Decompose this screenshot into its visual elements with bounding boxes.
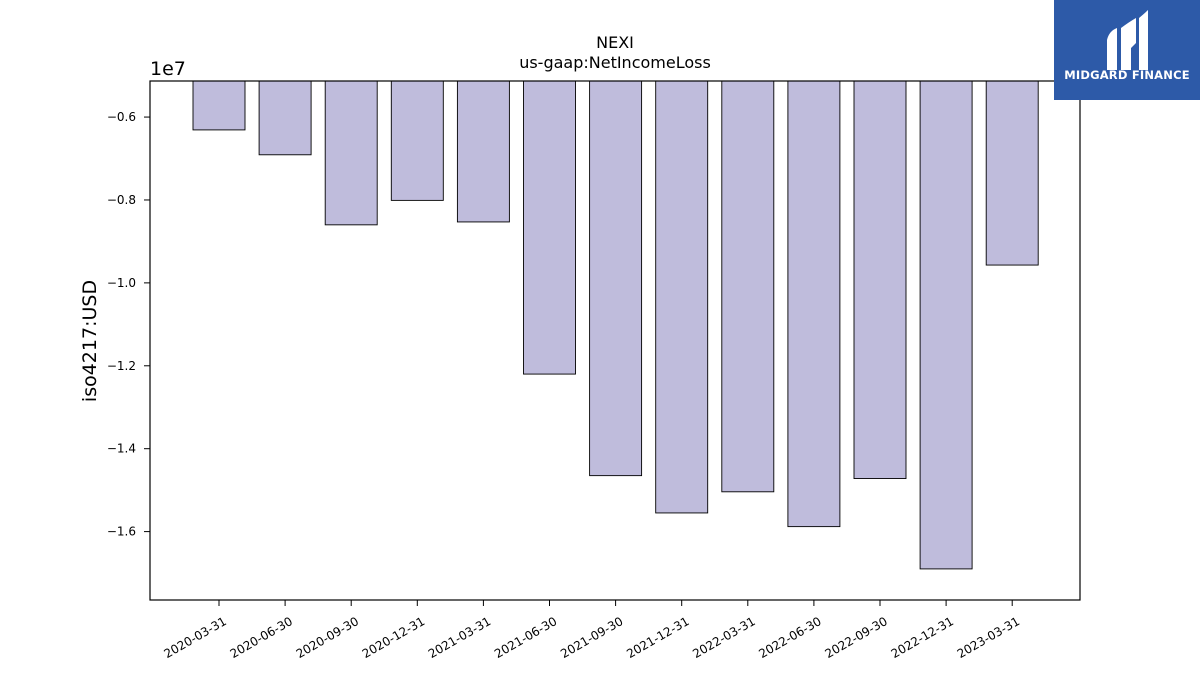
x-tick-label: 2022-09-30 [822,614,889,661]
bar-2021-06-30 [523,80,576,375]
bar-2020-09-30 [324,80,378,226]
x-tick-label: 2021-06-30 [492,614,559,661]
y-tick-label: −1.6 [107,525,136,539]
bar-2020-06-30 [258,80,312,156]
logo-mark-icon [1107,10,1148,70]
x-ticks: 2020-03-312020-06-302020-09-302020-12-31… [161,600,1022,661]
x-tick-label: 2022-03-31 [690,614,757,661]
bar-2022-03-31 [721,80,775,493]
bar-2022-12-31 [919,80,973,570]
bar-2021-09-30 [589,80,643,477]
y-ticks: −0.6 −0.8 −1.0 −1.2 −1.4 −1.6 [107,110,150,539]
midgard-finance-logo: MIDGARD FINANCE [1054,0,1200,100]
plot-frame [149,80,1081,601]
logo-text: MIDGARD FINANCE [1064,68,1190,82]
y-tick-label: −0.6 [107,110,136,124]
y-tick-label: −0.8 [107,193,136,207]
x-tick-label: 2022-06-30 [756,614,823,661]
y-axis-label: iso4217:USD [79,280,101,402]
bar-2022-06-30 [787,80,841,528]
chart-title: NEXI [596,33,634,52]
bar-2020-12-31 [390,80,444,201]
x-tick-label: 2021-12-31 [624,614,691,661]
bar-2020-03-31 [192,80,246,131]
x-tick-label: 2021-03-31 [426,614,493,661]
y-tick-label: −1.0 [107,276,136,290]
bars-layer [192,80,1039,570]
x-tick-label: 2020-09-30 [294,614,361,661]
bar-2022-09-30 [853,80,907,479]
y-tick-label: −1.2 [107,359,136,373]
x-tick-label: 2023-03-31 [955,614,1022,661]
y-tick-label: −1.4 [107,442,136,456]
x-tick-label: 2020-03-31 [161,614,228,661]
x-tick-label: 2020-12-31 [360,614,427,661]
x-tick-label: 2021-09-30 [558,614,625,661]
chart-subtitle: us-gaap:NetIncomeLoss [519,53,711,72]
bar-2021-12-31 [655,80,709,514]
x-tick-label: 2022-12-31 [889,614,956,661]
offset-label: 1e7 [150,58,186,80]
bar-2021-03-31 [456,80,510,223]
bar-2023-03-31 [985,80,1039,266]
x-tick-label: 2020-06-30 [228,614,295,661]
